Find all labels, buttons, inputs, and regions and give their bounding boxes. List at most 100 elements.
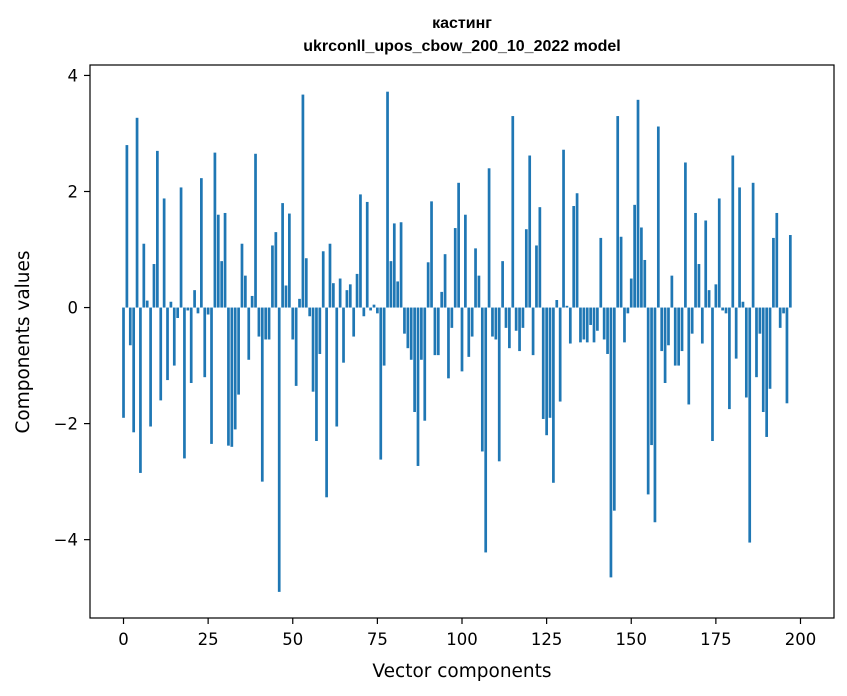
bar: [541, 307, 545, 419]
chart-title: кастинг: [432, 15, 492, 32]
bar: [721, 307, 724, 311]
bar: [156, 150, 159, 308]
bar: [200, 178, 203, 308]
bar: [260, 307, 264, 482]
bar: [772, 237, 775, 308]
bar: [555, 300, 559, 308]
y-axis-ticks: −4 −2 0 2 4: [54, 66, 90, 550]
bar: [487, 168, 491, 308]
bar: [457, 182, 460, 308]
bar: [619, 236, 623, 308]
bar: [369, 307, 372, 311]
bar: [636, 99, 640, 308]
bar: [656, 126, 660, 308]
bar: [189, 307, 193, 383]
bar: [707, 290, 711, 308]
bar: [552, 307, 555, 483]
bar: [172, 307, 176, 366]
bar: [196, 307, 200, 314]
bar: [599, 237, 603, 308]
bar: [680, 307, 684, 352]
bar: [409, 307, 413, 360]
bar: [646, 307, 650, 495]
x-tick-label: 150: [615, 630, 647, 649]
bar: [653, 307, 657, 523]
bar: [731, 155, 735, 308]
bar: [274, 232, 278, 308]
bar: [230, 307, 234, 447]
bar: [237, 307, 240, 395]
bar: [782, 307, 785, 314]
bar: [125, 145, 129, 308]
bar: [372, 304, 376, 308]
bar: [538, 207, 542, 308]
bar: [159, 307, 163, 401]
bar: [291, 307, 295, 340]
bar: [132, 307, 136, 433]
bar: [281, 203, 284, 308]
bar: [616, 116, 620, 308]
bar: [508, 307, 511, 349]
bar: [724, 307, 728, 314]
bar: [582, 307, 586, 340]
bar: [176, 307, 180, 318]
bar: [626, 307, 630, 314]
bar: [690, 307, 694, 334]
bar: [663, 307, 667, 383]
bar: [761, 307, 765, 412]
bar: [524, 229, 528, 308]
bar: [267, 307, 271, 340]
y-tick-label: −2: [54, 415, 78, 434]
bar: [335, 307, 339, 427]
bar: [213, 152, 217, 308]
bar: [728, 307, 731, 410]
bar: [216, 214, 220, 308]
bar: [484, 307, 488, 553]
bar: [778, 307, 782, 328]
bar: [755, 307, 758, 378]
bar: [203, 307, 207, 378]
bar: [399, 222, 403, 308]
bar: [450, 307, 454, 328]
bar: [511, 116, 515, 308]
bar: [149, 307, 152, 427]
bar: [186, 307, 190, 311]
y-tick-label: 0: [68, 299, 79, 318]
bar: [585, 307, 589, 343]
bar: [250, 295, 254, 308]
bar: [206, 307, 210, 315]
bar: [352, 307, 356, 337]
bar: [453, 228, 457, 308]
y-tick-label: 4: [68, 66, 79, 85]
bar: [697, 264, 701, 308]
bar: [572, 206, 576, 308]
bar: [531, 307, 535, 356]
bar: [623, 307, 626, 343]
bar: [684, 162, 687, 308]
bar: [379, 307, 383, 460]
bar: [244, 275, 247, 308]
bar: [315, 307, 318, 442]
y-tick-label: −4: [54, 531, 78, 550]
bar: [430, 201, 433, 308]
bar: [768, 307, 772, 389]
bar: [365, 201, 369, 308]
bar: [514, 307, 518, 331]
bar: [271, 245, 274, 308]
bar: [521, 307, 525, 328]
bar: [152, 264, 156, 308]
bar: [704, 220, 708, 308]
bar: [535, 245, 538, 308]
bar: [345, 290, 349, 308]
bar: [497, 307, 501, 462]
bar: [277, 307, 281, 592]
bar: [288, 213, 291, 308]
bar: [714, 284, 718, 308]
bar: [423, 307, 427, 421]
bar: [568, 307, 572, 344]
bar: [240, 243, 244, 308]
bar: [145, 300, 149, 308]
x-tick-label: 50: [282, 630, 303, 649]
chart-subtitle: ukrconll_upos_cbow_200_10_2022 model: [303, 38, 620, 55]
bar: [650, 307, 653, 446]
